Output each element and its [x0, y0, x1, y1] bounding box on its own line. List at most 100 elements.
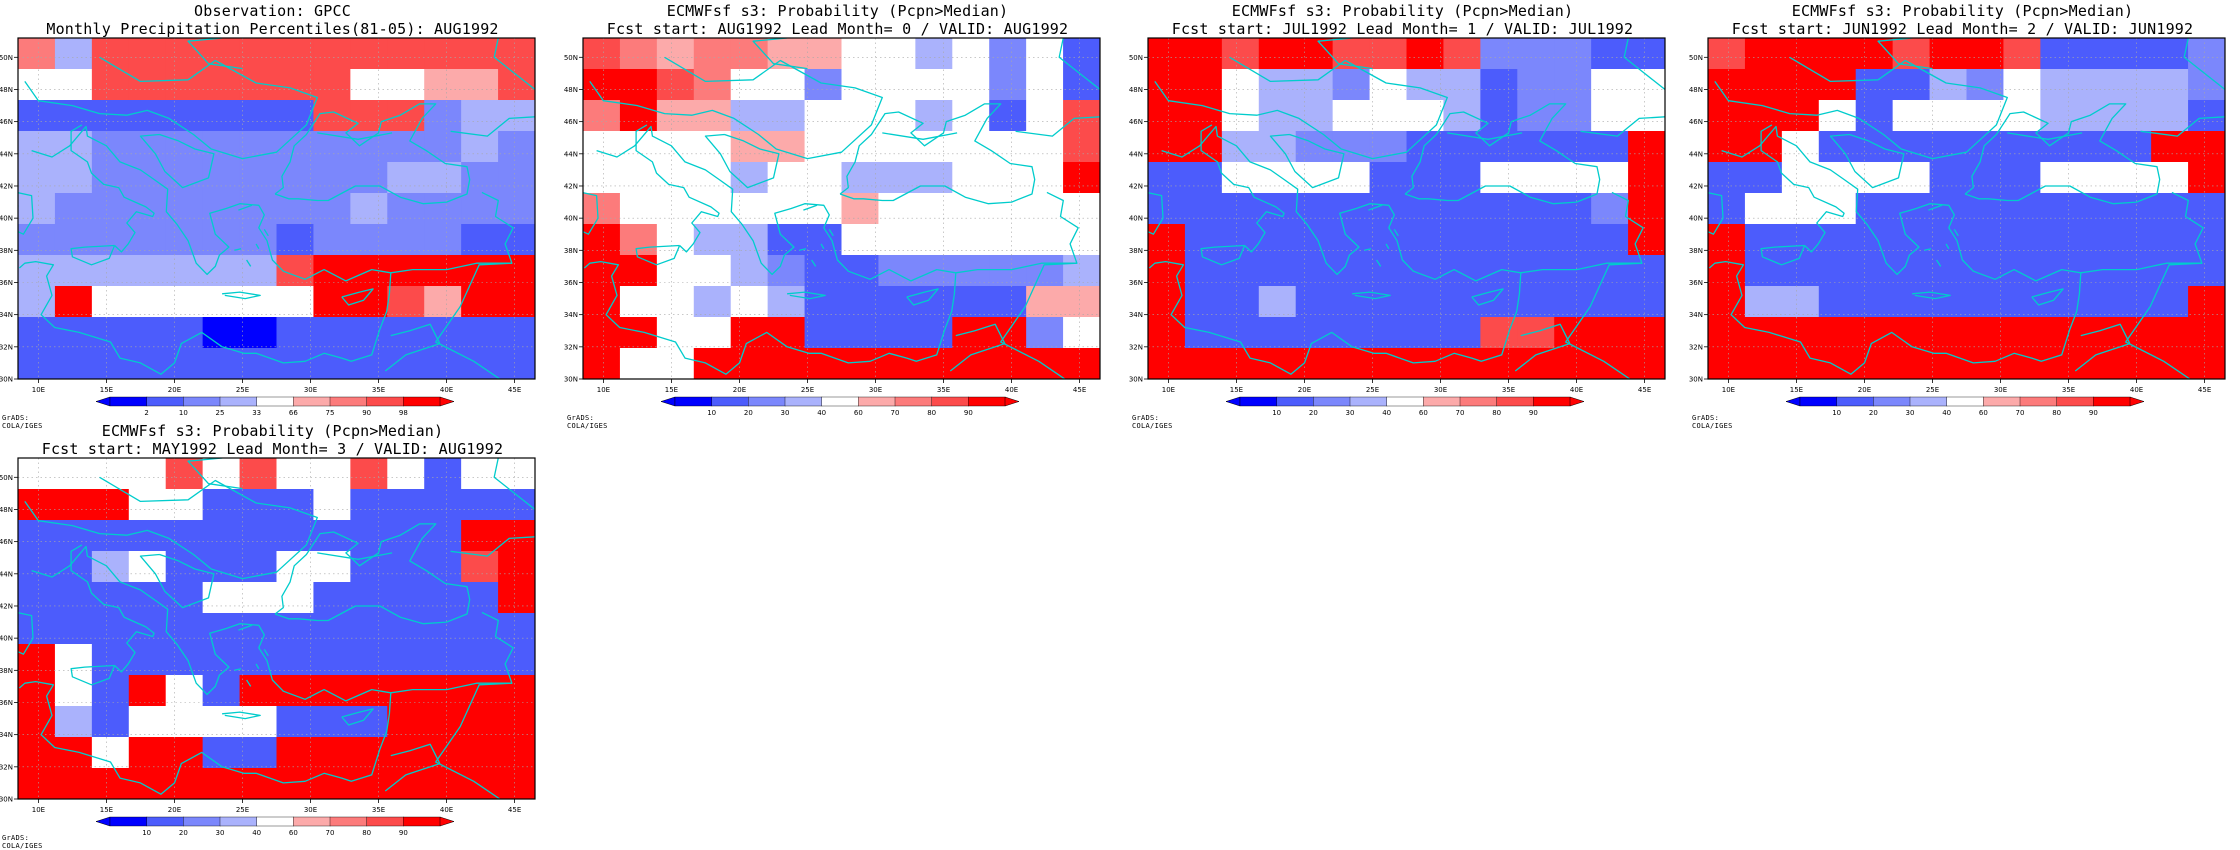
grid-cell	[239, 644, 277, 676]
grid-cell	[1892, 193, 1931, 225]
grid-cell	[2077, 317, 2115, 349]
grid-cell	[54, 644, 93, 676]
grid-cell	[1332, 255, 1371, 287]
grid-cell	[1406, 348, 1444, 380]
grid-cell	[1892, 255, 1931, 287]
grid-cell	[1443, 286, 1481, 318]
grid-cell	[1406, 286, 1444, 318]
grid-cell	[498, 38, 536, 70]
coastline	[944, 387, 966, 443]
coastline	[1953, 229, 1959, 237]
grid-cell	[730, 317, 769, 349]
colorbar-label: 40	[252, 829, 261, 837]
grid-cell	[619, 193, 658, 225]
grid-cell	[424, 768, 462, 800]
grid-cell	[2114, 69, 2152, 101]
grid-cell	[1966, 317, 2004, 349]
grid-cell	[313, 224, 351, 256]
grid-cell	[1480, 317, 1518, 349]
colorbar-label: 30	[781, 409, 790, 417]
grads-credit: GrADS: COLA/IGES	[567, 414, 608, 430]
grid-cell	[2003, 38, 2041, 70]
grid-cell	[350, 706, 388, 738]
grid-cell	[1221, 317, 1260, 349]
grid-cell	[276, 768, 314, 800]
grid-cell	[128, 224, 167, 256]
coastline	[274, 523, 471, 625]
grid-cell	[128, 69, 167, 101]
coastline	[583, 192, 599, 235]
coastline	[390, 191, 514, 274]
colorbar-arrow-high	[2129, 396, 2145, 407]
grads-credit: GrADS: COLA/IGES	[2, 414, 43, 430]
grid-cell	[54, 255, 93, 287]
grid-cell	[165, 286, 204, 318]
grid-cell	[1369, 317, 1407, 349]
grid-cell	[583, 100, 621, 132]
grid-cell	[350, 69, 388, 101]
coastline	[1708, 125, 2082, 375]
grid-cell	[498, 768, 536, 800]
grid-cell	[1184, 317, 1223, 349]
colorbar-swatch	[1423, 396, 1461, 407]
grid-cell	[424, 255, 462, 287]
grid-cell	[2114, 255, 2152, 287]
grid-cell	[2114, 317, 2152, 349]
lat-tick-label: 36N	[564, 279, 578, 287]
grid-cell	[128, 582, 167, 614]
coastline	[787, 291, 826, 300]
grid-cell	[18, 489, 56, 521]
grid-cell	[1892, 286, 1931, 318]
colorbar-label: 2	[144, 409, 148, 417]
grid-cell	[91, 255, 130, 287]
grid-cell	[91, 675, 130, 707]
panel-title: ECMWFsf s3: Probability (Pcpn>Median) Fc…	[565, 2, 1110, 38]
grid-cell	[54, 737, 93, 769]
lat-tick-label: 48N	[1689, 86, 1703, 94]
panel-title-line1: ECMWFsf s3: Probability (Pcpn>Median)	[1791, 2, 2134, 20]
grid-cell	[1480, 286, 1518, 318]
grid-cell	[1295, 131, 1334, 163]
coastline	[1317, 38, 1373, 70]
grid-cell	[693, 131, 732, 163]
lon-tick-label: 10E	[1162, 386, 1175, 394]
lat-tick-label: 30N	[564, 376, 578, 384]
grid-cell	[1628, 162, 1666, 194]
coastline	[2074, 323, 2131, 372]
grid-cell	[2077, 162, 2115, 194]
grid-cell	[276, 489, 314, 521]
lon-tick-label: 10E	[597, 386, 610, 394]
grid-cell	[128, 706, 167, 738]
grid-cell	[1258, 69, 1297, 101]
grid-cell	[2040, 348, 2078, 380]
grid-cell	[91, 582, 130, 614]
lat-tick-label: 48N	[564, 86, 578, 94]
grid-cell	[350, 38, 388, 70]
precip-percentile-map: 10E 15E 20E 25E 30E 35E 40E 45E 30N 32N 34N 36N 38N 4…	[0, 37, 536, 417]
grid-cell	[498, 582, 536, 614]
grid-cell	[1295, 286, 1334, 318]
lon-tick-label: 40E	[440, 806, 453, 814]
grid-cell	[1406, 224, 1444, 256]
grid-cell	[693, 38, 732, 70]
grid-cell	[498, 131, 536, 163]
grid-cell	[619, 69, 658, 101]
grid-cell	[239, 193, 277, 225]
colorbar-label: 33	[252, 409, 261, 417]
grid-cell	[1966, 69, 2004, 101]
colorbar: 10 20 30 40 60 70 80 90	[95, 816, 455, 837]
grid-cell	[313, 644, 351, 676]
grid-cell	[915, 38, 953, 70]
coastline	[839, 103, 1036, 205]
coastline	[234, 248, 242, 251]
grid-cell	[1221, 286, 1260, 318]
coastline	[18, 545, 392, 795]
grid-cell	[239, 286, 277, 318]
grid-cell	[656, 348, 695, 380]
colorbar-label: 60	[1979, 409, 1988, 417]
coastline	[70, 544, 155, 673]
lat-tick-label: 48N	[0, 86, 13, 94]
grid-cell	[2114, 224, 2152, 256]
grid-cell	[1443, 100, 1481, 132]
grid-cell	[730, 38, 769, 70]
